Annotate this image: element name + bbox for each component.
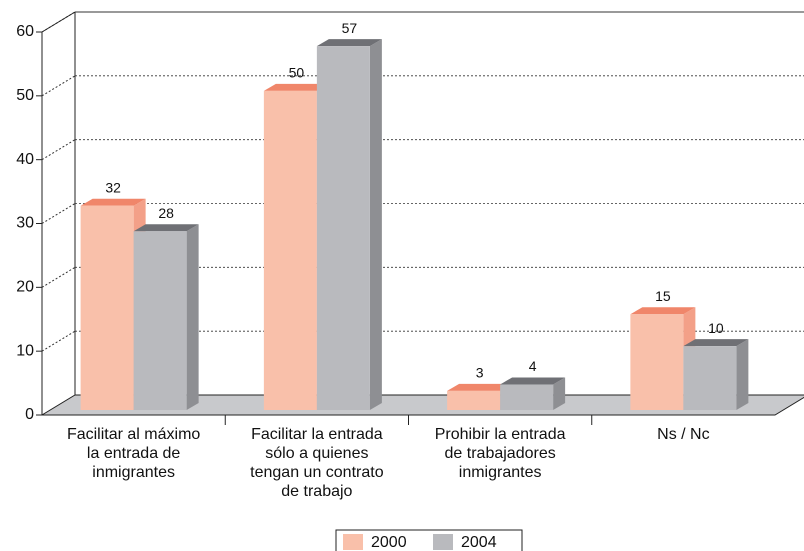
legend-box — [335, 529, 523, 551]
x-tick-label: Prohibir la entrada de trabajadores inmigr… — [435, 426, 566, 481]
bar-top — [316, 39, 382, 47]
bar-top — [447, 383, 513, 391]
x-tick-label: Facilitar la entrada sólo a quienes tengan… — [250, 426, 384, 500]
bar-top — [500, 377, 566, 385]
legend-swatch — [433, 534, 453, 550]
bar — [263, 90, 317, 410]
bar-top — [263, 83, 329, 91]
bar — [447, 390, 501, 410]
y-tick-label: 40 — [16, 151, 34, 168]
bar — [80, 205, 134, 410]
y-tick-label: 50 — [16, 87, 34, 104]
bar — [683, 346, 737, 410]
value-label: 28 — [158, 205, 174, 221]
value-label: 32 — [105, 179, 121, 195]
grid-diagonal — [41, 139, 76, 161]
x-tick-label: Ns / Nc — [657, 426, 709, 443]
legend-label: 2004 — [461, 534, 497, 551]
value-label: 3 — [476, 365, 484, 381]
bar-top — [630, 307, 696, 315]
bar — [133, 231, 187, 410]
legend-swatch — [343, 534, 363, 550]
bar-top — [683, 339, 749, 347]
floor — [40, 394, 804, 416]
bar-side — [186, 224, 199, 410]
grid-diagonal — [41, 266, 76, 288]
y-tick-label: 20 — [16, 279, 34, 296]
y-tick-label: 30 — [16, 215, 34, 232]
y-tick-label: 0 — [25, 406, 34, 423]
bar-top — [133, 224, 199, 232]
value-label: 50 — [289, 65, 305, 81]
bar-side — [553, 377, 566, 410]
value-label: 57 — [342, 20, 358, 36]
top-diagonal — [41, 11, 76, 33]
bar-top — [80, 198, 146, 206]
value-label: 10 — [708, 320, 724, 336]
value-label: 4 — [529, 358, 537, 374]
bar — [500, 384, 554, 410]
y-tick-label: 60 — [16, 23, 34, 40]
legend-label: 2000 — [371, 534, 407, 551]
grid-diagonal — [41, 330, 76, 352]
bar — [630, 314, 684, 410]
value-label: 15 — [655, 288, 671, 304]
grid-diagonal — [41, 75, 76, 97]
grid-diagonal — [41, 203, 76, 224]
bar-side — [369, 39, 382, 411]
bar-side — [736, 339, 749, 410]
y-tick-label: 10 — [16, 342, 34, 359]
bar — [316, 46, 370, 411]
x-tick-label: Facilitar al máximo la entrada de inmigran… — [67, 426, 200, 481]
